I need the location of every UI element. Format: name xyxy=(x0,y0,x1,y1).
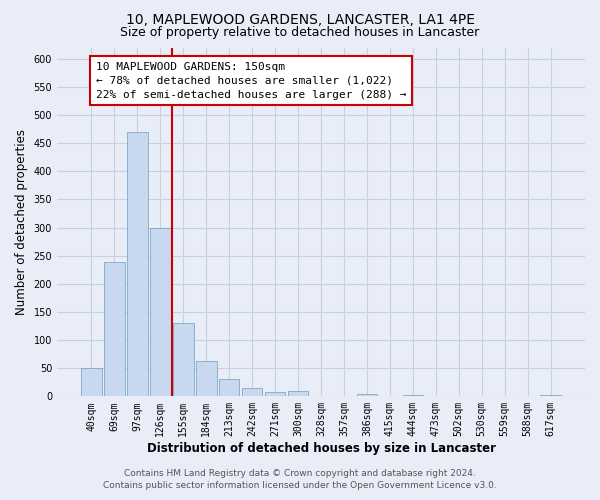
Bar xyxy=(265,392,286,396)
Bar xyxy=(242,388,262,396)
Text: 10 MAPLEWOOD GARDENS: 150sqm
← 78% of detached houses are smaller (1,022)
22% of: 10 MAPLEWOOD GARDENS: 150sqm ← 78% of de… xyxy=(96,62,406,100)
Bar xyxy=(127,132,148,396)
Bar xyxy=(173,323,194,396)
Bar xyxy=(104,262,125,396)
Bar xyxy=(81,368,102,396)
Bar xyxy=(288,390,308,396)
Text: Size of property relative to detached houses in Lancaster: Size of property relative to detached ho… xyxy=(121,26,479,39)
Text: Contains HM Land Registry data © Crown copyright and database right 2024.
Contai: Contains HM Land Registry data © Crown c… xyxy=(103,468,497,490)
Y-axis label: Number of detached properties: Number of detached properties xyxy=(15,129,28,315)
Bar xyxy=(541,394,561,396)
Bar xyxy=(150,228,170,396)
Bar xyxy=(356,394,377,396)
Bar xyxy=(219,380,239,396)
Bar xyxy=(403,394,423,396)
Bar xyxy=(196,362,217,396)
X-axis label: Distribution of detached houses by size in Lancaster: Distribution of detached houses by size … xyxy=(146,442,496,455)
Text: 10, MAPLEWOOD GARDENS, LANCASTER, LA1 4PE: 10, MAPLEWOOD GARDENS, LANCASTER, LA1 4P… xyxy=(125,12,475,26)
